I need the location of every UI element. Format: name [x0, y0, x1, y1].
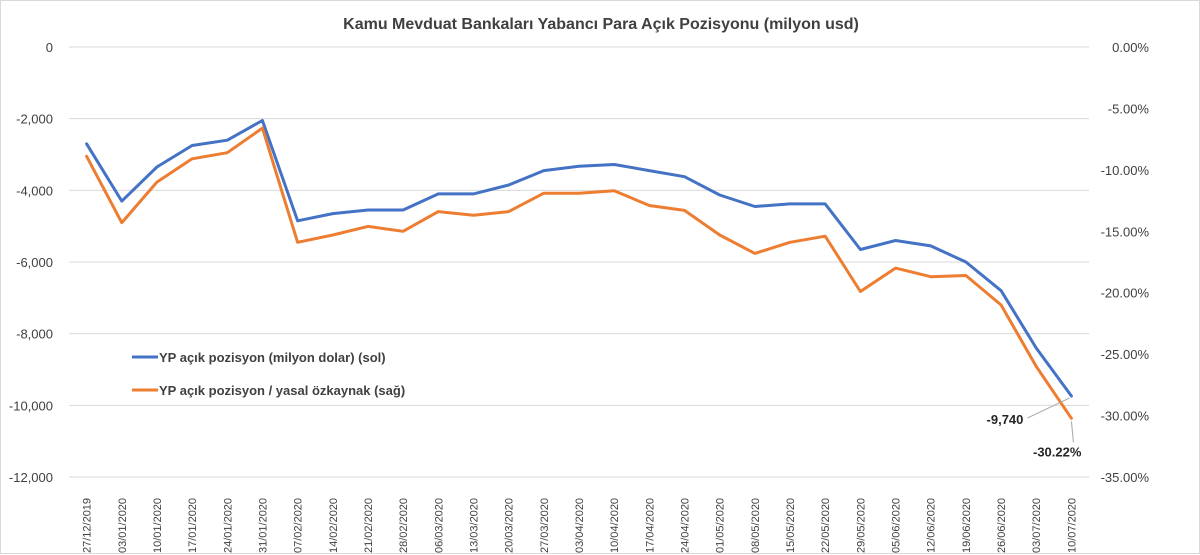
x-tick-label: 10/07/2020 [1066, 498, 1078, 553]
x-tick-label: 17/01/2020 [187, 498, 199, 553]
annotation-leader [1027, 397, 1070, 419]
x-tick-label: 27/03/2020 [539, 498, 551, 553]
x-tick-label: 03/01/2020 [117, 498, 129, 553]
y-right-tick-label: -5.00% [1108, 101, 1150, 116]
y-left-tick-label: 0 [46, 40, 53, 55]
x-tick-label: 28/02/2020 [398, 498, 410, 553]
x-tick-label: 27/12/2019 [82, 498, 94, 553]
x-tick-label: 19/06/2020 [961, 498, 973, 553]
x-tick-label: 20/03/2020 [504, 498, 516, 553]
y-left-tick-label: -4,000 [16, 183, 53, 198]
data-label-last: -30.22% [1033, 444, 1082, 459]
series-line-1 [85, 119, 1073, 398]
y-right-tick-label: -35.00% [1101, 470, 1150, 485]
x-tick-label: 21/02/2020 [363, 498, 375, 553]
y-right-tick-label: -30.00% [1101, 409, 1150, 424]
x-tick-label: 26/06/2020 [996, 498, 1008, 553]
series-line-2 [85, 126, 1073, 420]
y-left-tick-label: -12,000 [9, 470, 53, 485]
x-tick-label: 13/03/2020 [468, 498, 480, 553]
x-tick-label: 01/05/2020 [715, 498, 727, 553]
x-tick-label: 05/06/2020 [891, 498, 903, 553]
data-label-last: -9,740 [987, 412, 1024, 427]
legend-label-1: YP açık pozisyon (milyon dolar) (sol) [159, 350, 386, 365]
x-tick-label: 22/05/2020 [820, 498, 832, 553]
x-tick-label: 29/05/2020 [855, 498, 867, 553]
chart-title: Kamu Mevduat Bankaları Yabancı Para Açık… [343, 16, 859, 33]
x-tick-label: 17/04/2020 [644, 498, 656, 553]
y-left-tick-label: -10,000 [9, 398, 53, 413]
x-tick-label: 24/04/2020 [680, 498, 692, 553]
y-right-tick-label: -20.00% [1101, 286, 1150, 301]
y-right-tick-label: -25.00% [1101, 347, 1150, 362]
x-tick-label: 08/05/2020 [750, 498, 762, 553]
x-tick-label: 06/03/2020 [433, 498, 445, 553]
y-right-tick-label: -10.00% [1101, 163, 1150, 178]
x-tick-label: 12/06/2020 [926, 498, 938, 553]
y-right-tick-label: -15.00% [1101, 224, 1150, 239]
x-tick-label: 03/07/2020 [1031, 498, 1043, 553]
y-left-tick-label: -2,000 [16, 112, 53, 127]
x-tick-label: 14/02/2020 [328, 498, 340, 553]
x-tick-label: 31/01/2020 [257, 498, 269, 553]
x-tick-label: 15/05/2020 [785, 498, 797, 553]
annotation-leader [1070, 421, 1074, 443]
x-tick-label: 03/04/2020 [574, 498, 586, 553]
legend-label-2: YP açık pozisyon / yasal özkaynak (sağ) [159, 383, 405, 398]
y-left-tick-label: -8,000 [16, 327, 53, 342]
x-tick-label: 24/01/2020 [222, 498, 234, 553]
x-tick-label: 10/04/2020 [609, 498, 621, 553]
y-left-tick-label: -6,000 [16, 255, 53, 270]
x-tick-label: 10/01/2020 [152, 498, 164, 553]
x-tick-label: 07/02/2020 [293, 498, 305, 553]
y-right-tick-label: 0.00% [1112, 40, 1149, 55]
